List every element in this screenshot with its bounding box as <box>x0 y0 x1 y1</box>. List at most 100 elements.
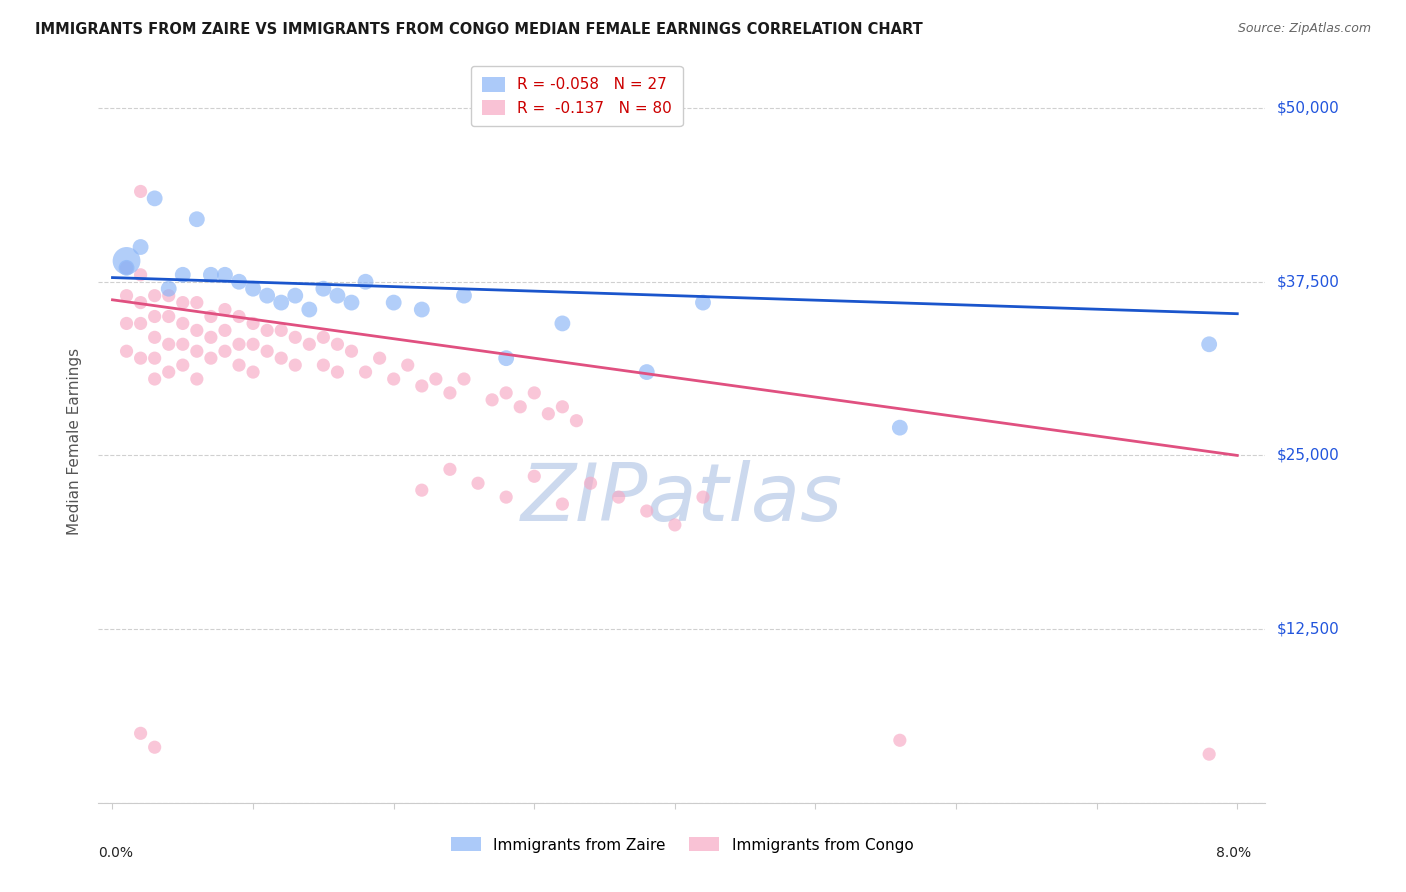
Point <box>115 344 138 359</box>
Point <box>157 365 180 379</box>
Point <box>172 268 194 282</box>
Point <box>481 392 503 407</box>
Point <box>270 295 292 310</box>
Point <box>228 310 250 324</box>
Point <box>214 302 236 317</box>
Point <box>692 490 714 504</box>
Point <box>256 323 278 337</box>
Point <box>312 358 335 372</box>
Point <box>200 268 222 282</box>
Point <box>228 358 250 372</box>
Text: $25,000: $25,000 <box>1277 448 1340 463</box>
Point <box>565 414 588 428</box>
Point <box>326 365 349 379</box>
Point <box>284 330 307 344</box>
Point <box>523 385 546 400</box>
Point <box>242 337 264 351</box>
Point <box>200 351 222 366</box>
Point <box>186 323 208 337</box>
Point <box>636 365 658 379</box>
Point <box>172 317 194 331</box>
Point <box>214 268 236 282</box>
Point <box>326 288 349 302</box>
Point <box>143 191 166 205</box>
Point <box>312 330 335 344</box>
Point <box>157 337 180 351</box>
Point <box>551 317 574 331</box>
Point <box>143 330 166 344</box>
Point <box>326 337 349 351</box>
Point <box>214 323 236 337</box>
Text: ZIPatlas: ZIPatlas <box>520 460 844 539</box>
Point <box>298 337 321 351</box>
Point <box>129 295 152 310</box>
Point <box>284 288 307 302</box>
Point <box>509 400 531 414</box>
Point <box>242 317 264 331</box>
Text: 8.0%: 8.0% <box>1216 847 1251 860</box>
Point <box>467 476 489 491</box>
Point <box>453 372 475 386</box>
Point <box>537 407 560 421</box>
Text: $37,500: $37,500 <box>1277 274 1340 289</box>
Point <box>889 420 911 434</box>
Point <box>495 490 517 504</box>
Point <box>172 337 194 351</box>
Point <box>186 372 208 386</box>
Point <box>270 323 292 337</box>
Point <box>143 372 166 386</box>
Point <box>115 317 138 331</box>
Point <box>411 379 433 393</box>
Point <box>143 288 166 302</box>
Point <box>186 344 208 359</box>
Point <box>664 517 686 532</box>
Point <box>298 302 321 317</box>
Point <box>1198 337 1220 351</box>
Point <box>228 275 250 289</box>
Point <box>129 726 152 740</box>
Point <box>551 400 574 414</box>
Text: 0.0%: 0.0% <box>98 847 134 860</box>
Point <box>889 733 911 747</box>
Point <box>157 282 180 296</box>
Point <box>186 295 208 310</box>
Point <box>143 740 166 755</box>
Point <box>270 351 292 366</box>
Point <box>425 372 447 386</box>
Point <box>129 185 152 199</box>
Point <box>607 490 630 504</box>
Point <box>172 358 194 372</box>
Point <box>312 282 335 296</box>
Point <box>551 497 574 511</box>
Point <box>368 351 391 366</box>
Point <box>115 253 138 268</box>
Point <box>579 476 602 491</box>
Point <box>382 295 405 310</box>
Point <box>129 351 152 366</box>
Point <box>340 295 363 310</box>
Y-axis label: Median Female Earnings: Median Female Earnings <box>67 348 83 535</box>
Point <box>453 288 475 302</box>
Point <box>129 317 152 331</box>
Point <box>495 351 517 366</box>
Point <box>115 260 138 275</box>
Point <box>143 351 166 366</box>
Point <box>396 358 419 372</box>
Point <box>1198 747 1220 761</box>
Legend: Immigrants from Zaire, Immigrants from Congo: Immigrants from Zaire, Immigrants from C… <box>443 830 921 860</box>
Point <box>692 295 714 310</box>
Point <box>228 337 250 351</box>
Point <box>256 288 278 302</box>
Text: Source: ZipAtlas.com: Source: ZipAtlas.com <box>1237 22 1371 36</box>
Point <box>172 295 194 310</box>
Point <box>242 365 264 379</box>
Point <box>157 288 180 302</box>
Point <box>214 344 236 359</box>
Point <box>115 260 138 275</box>
Point <box>129 240 152 254</box>
Point <box>143 310 166 324</box>
Point <box>242 282 264 296</box>
Point <box>340 344 363 359</box>
Point <box>200 330 222 344</box>
Point <box>439 462 461 476</box>
